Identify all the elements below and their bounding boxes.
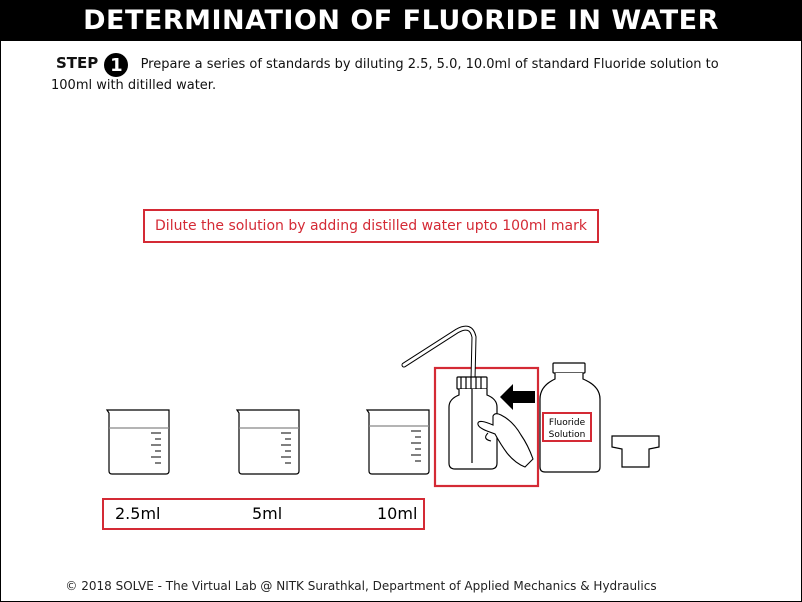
step-text-line1: Prepare a series of standards by dilutin… [140, 57, 719, 72]
volume-labels-box: 2.5ml 5ml 10ml [102, 498, 425, 530]
hand-icon [477, 413, 534, 468]
step-instructions: STEP 1 Prepare a series of standards by … [51, 53, 791, 93]
instruction-box: Dilute the solution by adding distilled … [143, 209, 599, 243]
beaker-1[interactable] [105, 409, 170, 475]
footer-copyright: © 2018 SOLVE - The Virtual Lab @ NITK Su… [65, 579, 657, 593]
wash-bottle-tube [401, 325, 477, 382]
label-line1: Fluoride [548, 418, 586, 428]
fluoride-solution-label: Fluoride Solution [542, 412, 592, 442]
step-text-line2: 100ml with ditilled water. [51, 78, 217, 93]
beaker-2[interactable] [235, 409, 300, 475]
step-label: STEP [56, 54, 99, 72]
label-line2: Solution [548, 430, 586, 440]
beaker-3[interactable] [365, 409, 430, 475]
volume-label-1: 2.5ml [115, 504, 161, 523]
arrow-left-icon [500, 384, 535, 410]
page-title: DETERMINATION OF FLUORIDE IN WATER [1, 1, 801, 41]
wash-bottle[interactable] [448, 376, 498, 470]
step-number-badge: 1 [104, 53, 129, 77]
bottle-cap[interactable] [611, 435, 660, 468]
volume-label-2: 5ml [252, 504, 283, 523]
volume-label-3: 10ml [377, 504, 418, 523]
wash-bottle-highlight [433, 366, 540, 488]
